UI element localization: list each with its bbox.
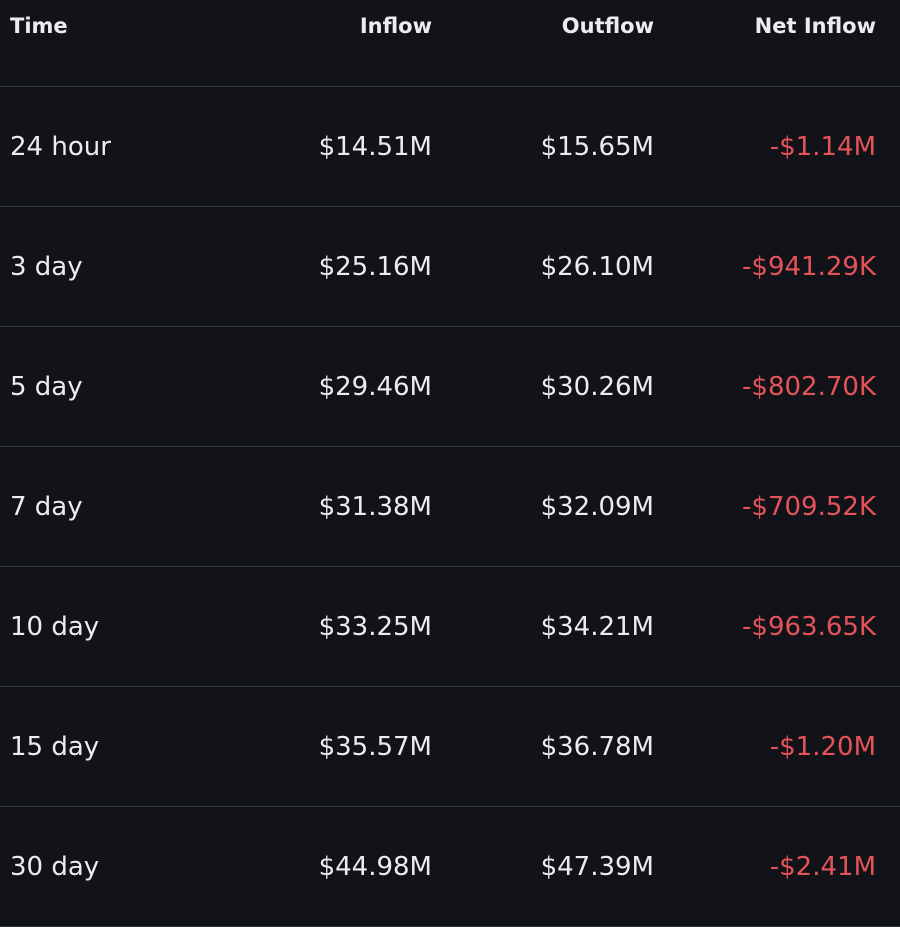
time-cell: 3 day <box>10 252 83 282</box>
table-row: 5 day $29.46M $30.26M -$802.70K <box>0 327 900 447</box>
table-row: 15 day $35.57M $36.78M -$1.20M <box>0 687 900 807</box>
value-cell: $14.51M <box>318 132 432 162</box>
value-cell: $31.38M <box>318 492 432 522</box>
table-row: 10 day $33.25M $34.21M -$963.65K <box>0 567 900 687</box>
table-header: Time Inflow Outflow Net Inflow <box>0 0 900 87</box>
value-cell: $35.57M <box>318 732 432 762</box>
time-cell: 24 hour <box>10 132 111 162</box>
value-cell: $15.65M <box>540 132 654 162</box>
time-cell: 10 day <box>10 612 100 642</box>
value-cell: $26.10M <box>540 252 654 282</box>
time-cell: 7 day <box>10 492 83 522</box>
header-cell: Outflow <box>561 14 654 38</box>
value-cell: -$1.20M <box>769 732 876 762</box>
value-cell: $44.98M <box>318 852 432 882</box>
value-cell: -$963.65K <box>742 612 876 642</box>
table-row: 7 day $31.38M $32.09M -$709.52K <box>0 447 900 567</box>
value-cell: $30.26M <box>540 372 654 402</box>
value-cell: $25.16M <box>318 252 432 282</box>
value-cell: $47.39M <box>540 852 654 882</box>
value-cell: -$1.14M <box>769 132 876 162</box>
table-row: 24 hour $14.51M $15.65M -$1.14M <box>0 87 900 207</box>
header-cell: Time <box>10 14 68 38</box>
table-row: 3 day $25.16M $26.10M -$941.29K <box>0 207 900 327</box>
value-cell: -$2.41M <box>769 852 876 882</box>
time-cell: 30 day <box>10 852 100 882</box>
value-cell: -$802.70K <box>742 372 876 402</box>
value-cell: -$709.52K <box>742 492 876 522</box>
time-cell: 15 day <box>10 732 100 762</box>
value-cell: -$941.29K <box>742 252 876 282</box>
value-cell: $32.09M <box>540 492 654 522</box>
value-cell: $36.78M <box>540 732 654 762</box>
table-row: 30 day $44.98M $47.39M -$2.41M <box>0 807 900 927</box>
time-cell: 5 day <box>10 372 83 402</box>
header-cell: Net Inflow <box>754 14 876 38</box>
value-cell: $33.25M <box>318 612 432 642</box>
value-cell: $29.46M <box>318 372 432 402</box>
value-cell: $34.21M <box>540 612 654 642</box>
header-cell: Inflow <box>359 14 432 38</box>
